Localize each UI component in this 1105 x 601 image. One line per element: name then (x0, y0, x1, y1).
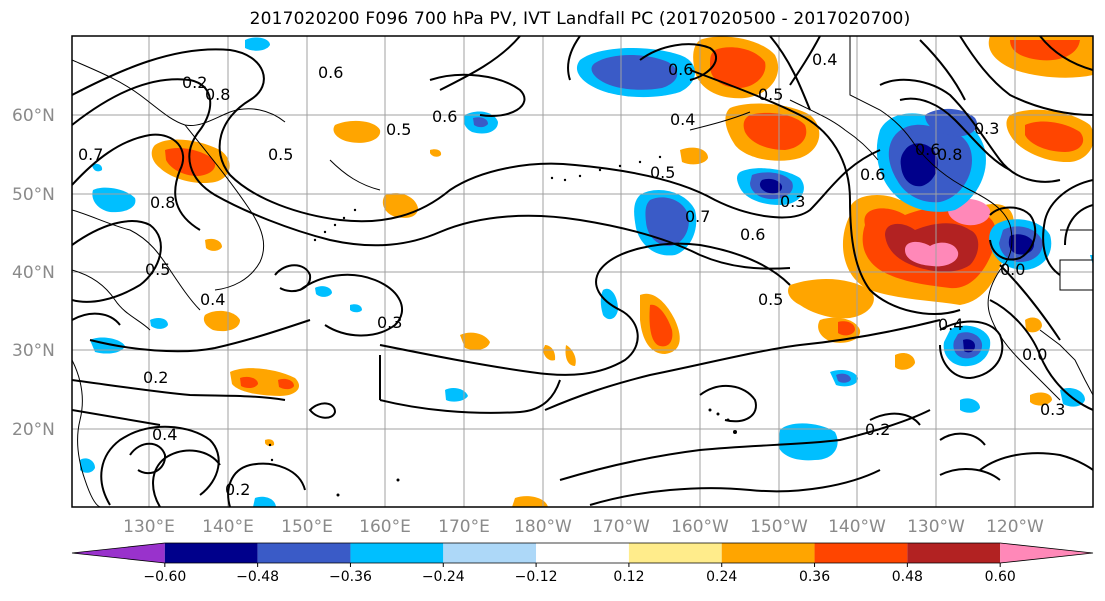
contour-label: 0.0 (1022, 345, 1047, 364)
contour-label: 0.4 (812, 50, 837, 69)
contour-label: 0.0 (1000, 260, 1025, 279)
lon-label: 140°E (202, 517, 254, 537)
contour-label: 0.7 (685, 207, 710, 226)
latitude-labels: 60°N 50°N 40°N 30°N 20°N (12, 106, 55, 440)
colorbar-segment (164, 543, 258, 563)
lat-label: 20°N (12, 420, 55, 440)
lat-label: 50°N (12, 185, 55, 205)
contour-label: 0.8 (150, 193, 175, 212)
lon-label: 130°E (123, 517, 175, 537)
colorbar-segment (443, 543, 537, 563)
colorbar-segment (536, 543, 629, 563)
colorbar-tick-label: −0.48 (236, 569, 279, 585)
lon-label: 170°W (592, 517, 650, 537)
colorbar-ticks: −0.60 −0.48 −0.36 −0.24 −0.12 0.12 0.24 0.36 0.4… (143, 563, 1016, 585)
contour-label: 0.4 (152, 425, 177, 444)
contour-label: 0.6 (432, 107, 457, 126)
contour-label: 0.6 (860, 165, 885, 184)
contour-label: 0.4 (200, 290, 225, 309)
contour-label: 0.3 (1040, 400, 1065, 419)
contour-label: 0.8 (205, 85, 230, 104)
lat-label: 60°N (12, 106, 55, 126)
colorbar-segment (907, 543, 1001, 563)
contour-label: 0.2 (225, 480, 250, 499)
colorbar-segment (1000, 543, 1093, 563)
contour-label: 0.2 (182, 73, 207, 92)
colorbar-tick-label: 0.12 (613, 569, 644, 585)
lat-label: 40°N (12, 263, 55, 283)
contour-label: 0.3 (377, 313, 402, 332)
colorbar-segment (814, 543, 908, 563)
colorbar-tick-label: 0.36 (799, 569, 830, 585)
contour-label: 0.7 (78, 145, 103, 164)
contour-label: 0.5 (268, 145, 293, 164)
contour-label: 0.6 (915, 140, 940, 159)
colorbar-tick-label: −0.36 (329, 569, 372, 585)
colorbar-tick-label: 0.60 (985, 569, 1016, 585)
lon-label: 150°E (281, 517, 333, 537)
contour-label: 0.5 (758, 85, 783, 104)
contour-label: 0.5 (386, 120, 411, 139)
colorbar-tick-label: 0.24 (706, 569, 737, 585)
contour-label: 0.2 (143, 368, 168, 387)
colorbar-segment (721, 543, 815, 563)
map-frame (71, 35, 1094, 508)
colorbar-segment (350, 543, 444, 563)
contour-label: 0.6 (668, 60, 693, 79)
lon-label: 160°W (671, 517, 729, 537)
contour-label: 0.5 (650, 163, 675, 182)
colorbar-tick-label: 0.48 (892, 569, 923, 585)
colorbar-segment (257, 543, 351, 563)
lon-label: 150°W (750, 517, 808, 537)
contour-label-group: 0.6 0.8 0.2 0.5 0.7 0.5 0.6 0.4 0.5 0.4 … (78, 50, 1065, 499)
contour-label: 0.2 (865, 420, 890, 439)
contour-label: 0.6 (318, 63, 343, 82)
colorbar-tick-label: −0.12 (515, 569, 558, 585)
contour-label: 0.4 (938, 315, 963, 334)
colorbar-tick-label: −0.60 (143, 569, 186, 585)
lon-label: 180°W (514, 517, 572, 537)
coastlines (72, 36, 1093, 507)
lon-label: 140°W (828, 517, 886, 537)
lon-label: 170°E (438, 517, 490, 537)
islands (268, 155, 737, 497)
map-title: 2017020200 F096 700 hPa PV, IVT Landfall… (249, 9, 911, 29)
shaded-anomalies (80, 36, 1093, 507)
contour-label: 0.6 (740, 225, 765, 244)
contour-label: 0.4 (670, 110, 695, 129)
pv-contours (72, 36, 1093, 507)
lon-label: 130°W (907, 517, 965, 537)
contour-label: 0.3 (974, 119, 999, 138)
lon-label: 160°E (359, 517, 411, 537)
lon-label: 120°W (986, 517, 1044, 537)
lat-label: 30°N (12, 341, 55, 361)
longitude-labels: 130°E 140°E 150°E 160°E 170°E 180°W 170°… (123, 517, 1044, 537)
contour-label: 0.5 (145, 260, 170, 279)
colorbar-segment (628, 543, 722, 563)
colorbar (71, 542, 1094, 564)
colorbar-segment (72, 543, 165, 563)
contour-label: 0.8 (937, 145, 962, 164)
contour-label: 0.3 (780, 192, 805, 211)
colorbar-tick-label: −0.24 (422, 569, 465, 585)
contour-label: 0.5 (758, 290, 783, 309)
